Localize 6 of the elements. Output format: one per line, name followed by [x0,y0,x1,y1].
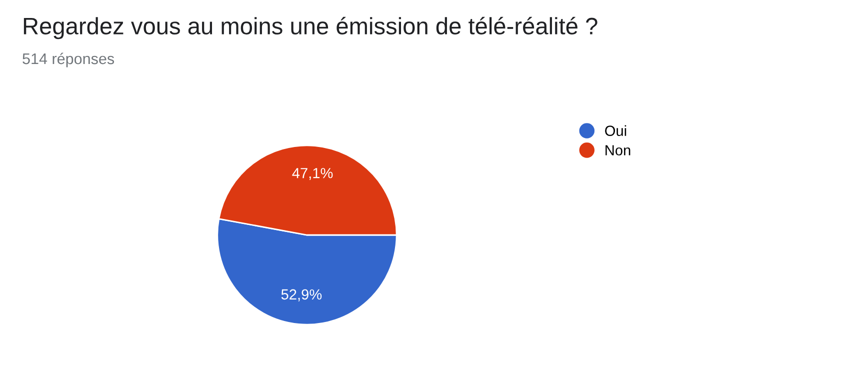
data-label: 52,9% [281,289,322,302]
data-label: 47,1% [292,168,333,180]
legend-label: Oui [605,125,626,136]
chart-title: Regardez vous au moins une émission de télé-réalité ? [24,16,598,40]
text: 514 réponses [22,52,114,68]
legend-label: Non [606,145,630,156]
